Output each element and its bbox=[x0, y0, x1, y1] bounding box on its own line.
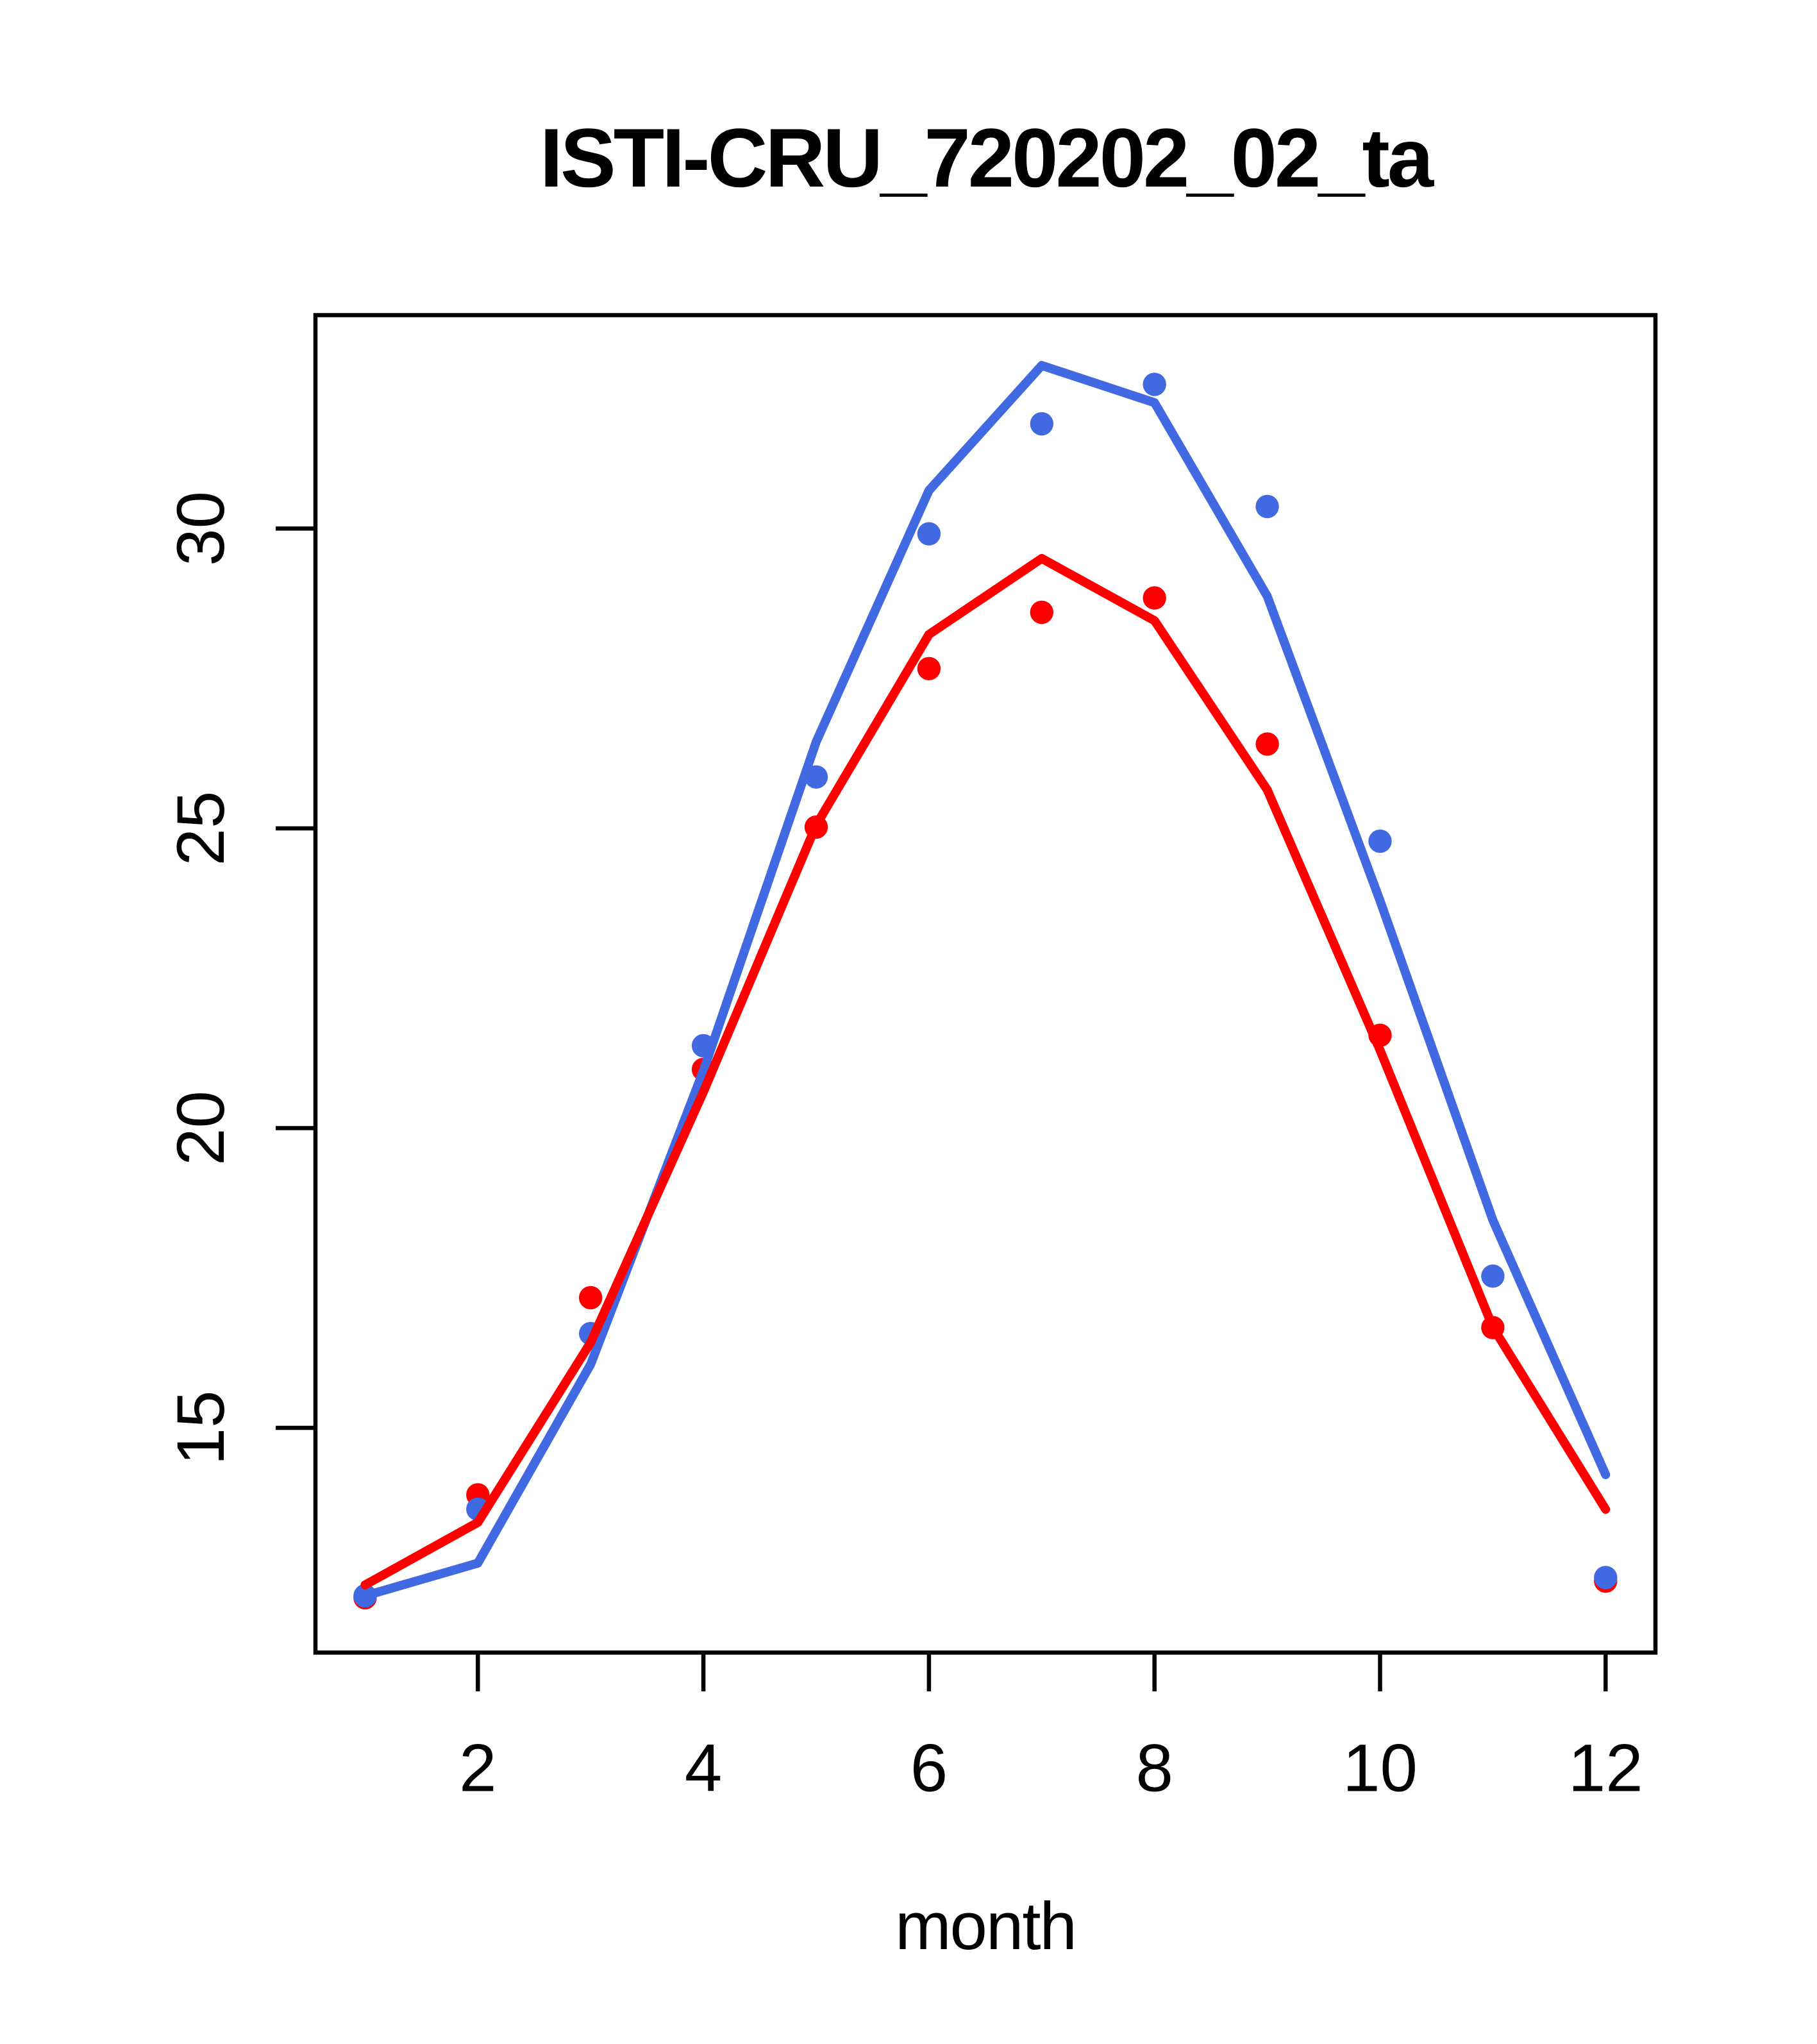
svg-text:20: 20 bbox=[163, 1091, 239, 1166]
svg-text:8: 8 bbox=[1135, 1731, 1173, 1806]
svg-text:15: 15 bbox=[163, 1391, 239, 1466]
svg-text:month: month bbox=[895, 1889, 1076, 1964]
svg-text:4: 4 bbox=[685, 1731, 722, 1806]
svg-text:12: 12 bbox=[1568, 1731, 1643, 1806]
svg-text:6: 6 bbox=[910, 1731, 948, 1806]
svg-text:25: 25 bbox=[163, 791, 239, 866]
svg-text:2: 2 bbox=[459, 1731, 496, 1806]
svg-text:ISTI-CRU_720202_02_ta: ISTI-CRU_720202_02_ta bbox=[540, 111, 1435, 205]
svg-text:30: 30 bbox=[163, 491, 239, 566]
svg-text:10: 10 bbox=[1343, 1731, 1418, 1806]
